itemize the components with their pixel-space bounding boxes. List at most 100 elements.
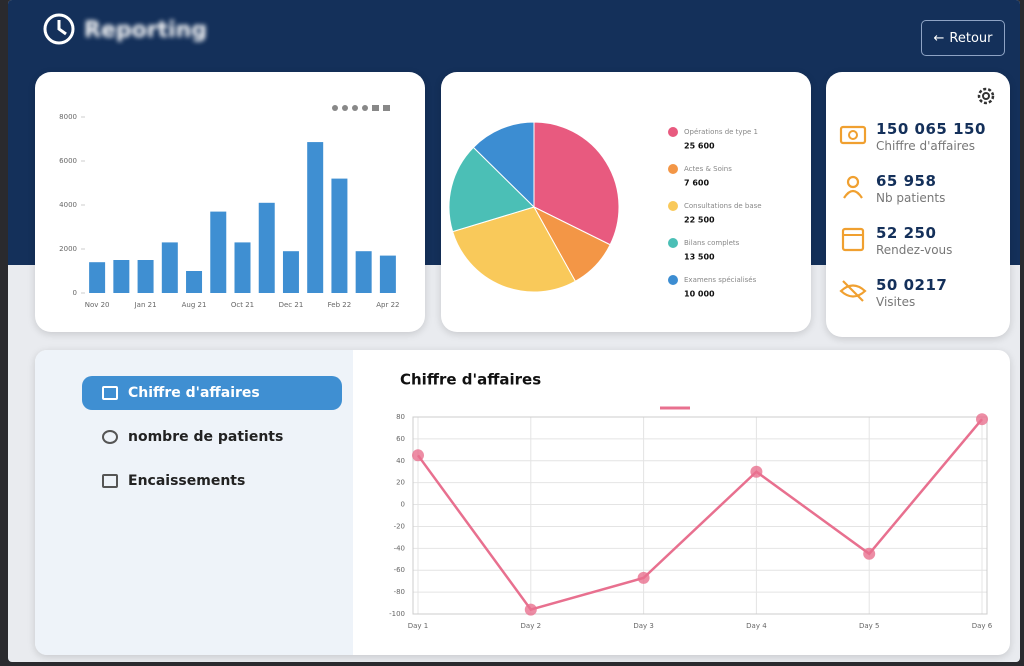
bar <box>161 242 178 293</box>
back-arrow: ← <box>933 30 945 46</box>
bar <box>258 202 275 293</box>
line-point <box>524 603 537 616</box>
bar <box>355 251 372 293</box>
legend-swatch <box>668 201 678 211</box>
legend-swatch <box>668 164 678 174</box>
kpi-icon <box>839 125 867 145</box>
menu-icon <box>102 430 118 444</box>
legend-value: 13 500 <box>684 253 715 262</box>
y-tick-label: 80 <box>396 413 405 421</box>
menu-item[interactable]: nombre de patients <box>82 420 342 454</box>
y-tick-label: -20 <box>394 522 405 530</box>
line-point <box>863 547 876 560</box>
x-tick-label: Jan 21 <box>134 301 157 309</box>
page-title: Reporting <box>84 18 208 43</box>
bar <box>89 262 106 293</box>
legend-swatch <box>668 275 678 285</box>
x-tick-label: Dec 21 <box>279 301 304 309</box>
back-button[interactable]: ← Retour <box>921 20 1005 56</box>
kpi-label: Nb patients <box>876 191 946 205</box>
bar <box>186 271 203 293</box>
plot-border <box>412 416 988 615</box>
y-tick-label: 40 <box>396 457 405 465</box>
x-tick-label: Aug 21 <box>182 301 207 309</box>
kpi-icon <box>843 175 863 199</box>
legend-value: 25 600 <box>684 142 715 151</box>
kpi-value: 50 0217 <box>876 276 948 294</box>
legend-label: Actes & Soins <box>684 165 732 173</box>
bar <box>137 260 154 293</box>
x-tick-label: Day 2 <box>521 622 542 630</box>
y-tick-label: 60 <box>396 435 405 443</box>
menu-label: Chiffre d'affaires <box>128 385 260 401</box>
y-tick-label: -100 <box>389 610 405 618</box>
bar <box>234 242 251 293</box>
chart-title: Chiffre d'affaires <box>400 371 541 389</box>
y-tick-label: 20 <box>396 479 405 487</box>
kpi-label: Rendez-vous <box>876 243 953 257</box>
icon-shape <box>841 227 865 252</box>
menu-item[interactable]: Chiffre d'affaires <box>82 376 342 410</box>
bar <box>282 251 299 293</box>
x-tick-label: Feb 22 <box>328 301 352 309</box>
x-tick-label: Nov 20 <box>85 301 110 309</box>
icon-shape <box>843 189 863 199</box>
bar <box>331 178 348 293</box>
legend-label: Bilans complets <box>684 239 740 247</box>
y-tick-label: 0 <box>73 289 77 297</box>
kpi-value: 150 065 150 <box>876 120 986 138</box>
icon-shape <box>848 130 858 140</box>
pie-slice <box>472 121 535 209</box>
y-tick-label: 0 <box>401 501 405 509</box>
logo <box>43 13 75 45</box>
x-tick-label: Day 4 <box>746 622 767 630</box>
back-label: Retour <box>949 30 993 46</box>
y-tick-label: 2000 <box>59 245 77 253</box>
menu-label: Encaissements <box>128 473 246 489</box>
line-series <box>416 418 983 612</box>
kpi-card: 150 065 150 Chiffre d'affaires 65 958 Nb pa… <box>826 72 1010 337</box>
icon-shape <box>846 175 860 189</box>
legend-label: Consultations de base <box>684 202 762 210</box>
y-tick-label: -80 <box>394 588 405 596</box>
kpi-value: 52 250 <box>876 224 937 242</box>
app-frame: Reporting ← Retour 0 2000 4000 6000 8000 Nov … <box>8 0 1020 662</box>
menu-icon <box>102 474 118 488</box>
line-point <box>412 449 424 462</box>
y-tick-label: 6000 <box>59 157 77 165</box>
legend-value: 10 000 <box>684 290 715 299</box>
legend-value: 7 600 <box>684 179 709 188</box>
bar <box>113 260 130 293</box>
kpi-icon <box>839 280 867 302</box>
bar-card: 0 2000 4000 6000 8000 Nov 20 Jan 21 Aug 21 Oct 2… <box>35 72 425 332</box>
chart-toolbar[interactable] <box>332 105 390 111</box>
x-tick-label: Apr 22 <box>376 301 399 309</box>
legend-value: 22 500 <box>684 216 715 225</box>
legend-swatch <box>668 238 678 248</box>
icon-shape <box>842 280 864 302</box>
line-point <box>976 413 988 426</box>
bar <box>210 211 227 293</box>
y-tick-label: 8000 <box>59 113 77 121</box>
line-point <box>637 571 650 584</box>
kpi-value: 65 958 <box>876 172 937 190</box>
pie-chart: Opérations de type 1 25 600 Actes & Soins 7… <box>448 121 762 299</box>
x-tick-label: Day 6 <box>972 622 993 630</box>
pie-slice <box>533 121 620 246</box>
x-tick-label: Day 3 <box>633 622 654 630</box>
kpi-icon <box>841 227 865 252</box>
menu-label: nombre de patients <box>128 429 284 445</box>
bar <box>379 255 396 293</box>
settings-icon[interactable] <box>974 84 998 108</box>
x-tick-label: Day 1 <box>408 622 429 630</box>
menu-item[interactable]: Encaissements <box>82 464 342 498</box>
icon-shape <box>839 125 867 145</box>
x-tick-label: Oct 21 <box>231 301 254 309</box>
legend-label: Examens spécialisés <box>684 276 757 284</box>
pie-slice <box>452 206 577 293</box>
pie-card: Opérations de type 1 25 600 Actes & Soins 7… <box>441 72 811 332</box>
legend-label: Opérations de type 1 <box>684 128 758 136</box>
pie-slice <box>448 146 535 233</box>
menu-icon <box>102 386 118 400</box>
